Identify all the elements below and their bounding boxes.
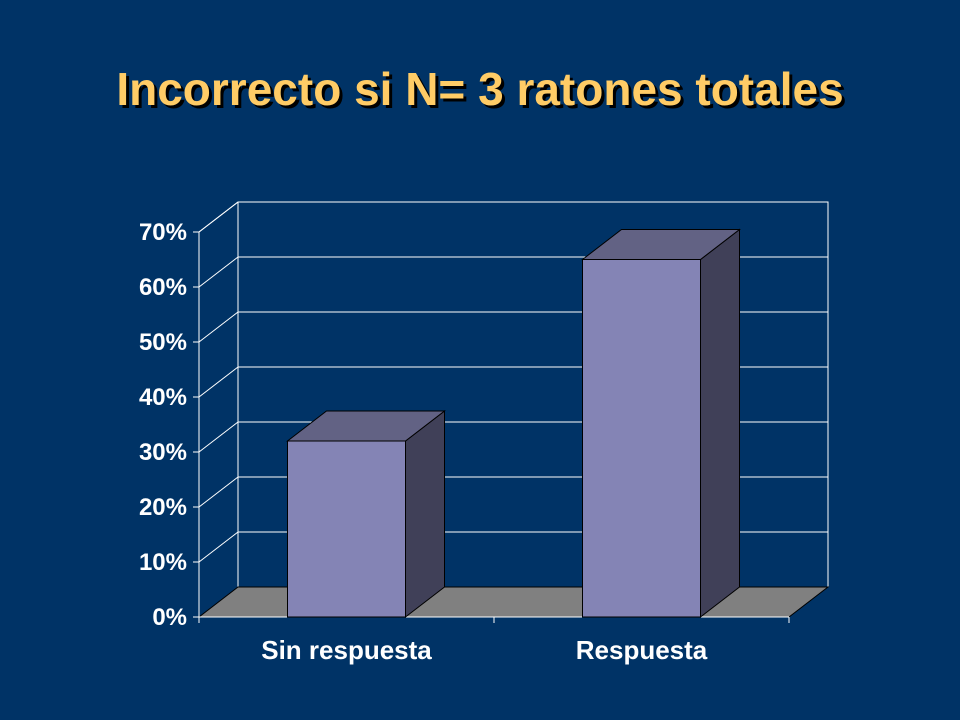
gridline-side: [198, 201, 239, 233]
bar-front: [287, 440, 406, 618]
y-tick-label: 0%: [152, 604, 187, 631]
gridline-side: [198, 366, 239, 398]
gridline-side: [198, 311, 239, 343]
bar: [286, 409, 446, 619]
slide-title: Incorrecto si N= 3 ratones totales: [116, 63, 844, 115]
chart-bars: [286, 228, 741, 619]
bar-front: [582, 259, 701, 618]
y-tick-label: 10%: [139, 549, 187, 576]
y-tick-label: 40%: [139, 384, 187, 411]
y-tick-label: 60%: [139, 274, 187, 301]
y-tick-label: 50%: [139, 329, 187, 356]
gridline-side: [198, 421, 239, 453]
y-tick-label: 30%: [139, 439, 187, 466]
bar-side: [405, 409, 445, 619]
gridline-side: [198, 531, 239, 563]
chart-labels: 0% 10% 20% 30% 40% 50% 60% 70% Sin respuesta Resp…: [139, 219, 708, 665]
gridline-side: [198, 476, 239, 508]
y-tick-label: 70%: [139, 219, 187, 246]
bar-side: [700, 228, 740, 619]
bar: [581, 228, 741, 619]
gridline-side: [198, 256, 239, 288]
y-tick-label: 20%: [139, 494, 187, 521]
x-category-label: Respuesta: [576, 635, 708, 665]
x-category-label: Sin respuesta: [261, 635, 432, 665]
